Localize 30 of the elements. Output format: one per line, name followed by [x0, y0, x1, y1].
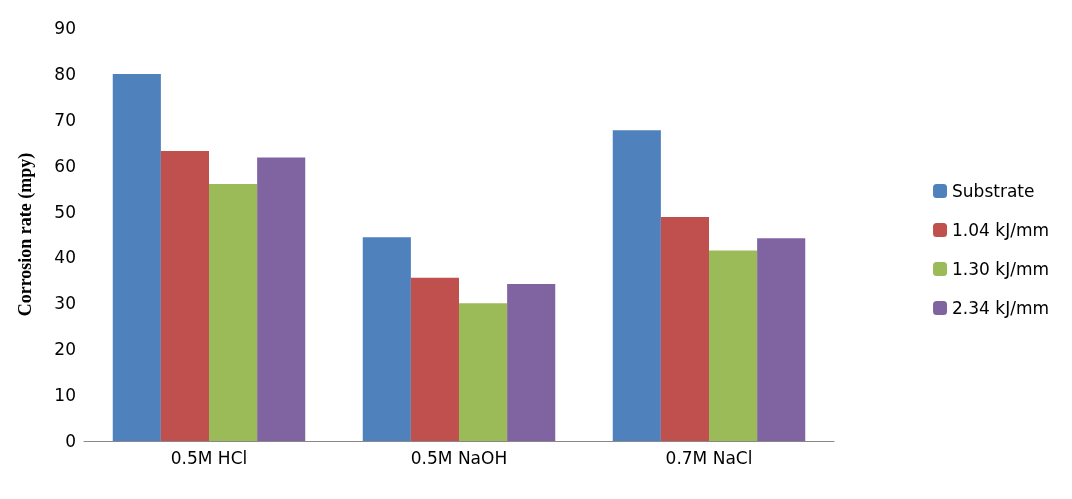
bar [709, 250, 758, 441]
bar [410, 277, 459, 441]
bar [362, 237, 411, 441]
y-tick-label: 0 [65, 431, 76, 451]
y-tick-label: 30 [54, 293, 76, 314]
y-tick-label: 60 [54, 155, 76, 176]
legend-label: 2.34 kJ/mm [952, 298, 1050, 318]
x-tick-label: 0.5M HCl [170, 447, 248, 468]
bar [160, 150, 209, 441]
legend-label: 1.04 kJ/mm [952, 220, 1050, 240]
y-tick-label: 20 [54, 339, 76, 360]
y-tick-label: 40 [54, 247, 76, 268]
y-tick-label: 50 [54, 201, 76, 222]
bar [507, 284, 556, 441]
x-tick-label: 0.7M NaCl [665, 447, 753, 468]
y-tick-label: 70 [54, 109, 76, 130]
bar [757, 238, 806, 441]
bar [209, 184, 258, 441]
y-axis-title: Corrosion rate (mpy) [15, 152, 36, 317]
bar [660, 217, 709, 441]
bar [112, 73, 161, 441]
bar [612, 130, 661, 441]
legend-label: 1.30 kJ/mm [952, 259, 1050, 279]
legend-label: Substrate [952, 181, 1035, 201]
x-tick-label: 0.5M NaOH [410, 447, 508, 468]
y-tick-label: 80 [54, 63, 76, 84]
bar [459, 303, 508, 441]
bar [257, 157, 306, 441]
y-tick-label: 90 [54, 18, 76, 38]
y-tick-label: 10 [54, 385, 76, 406]
